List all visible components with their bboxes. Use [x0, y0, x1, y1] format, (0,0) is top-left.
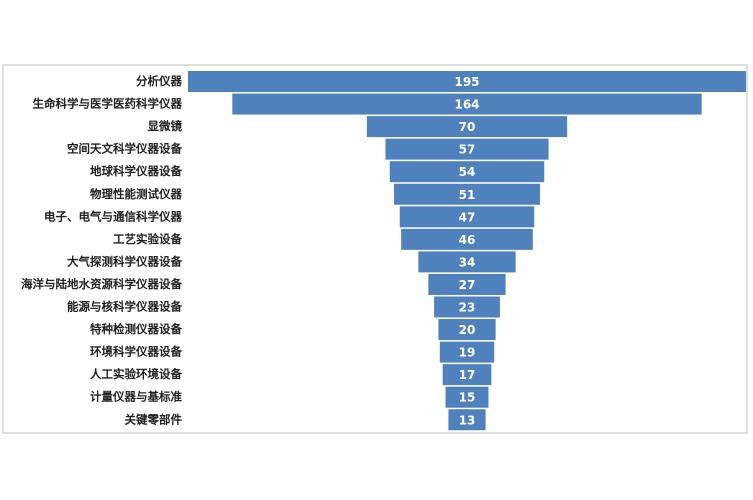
bar	[232, 93, 702, 115]
bar	[428, 273, 506, 295]
value-label: 27	[459, 278, 476, 292]
value-label: 57	[459, 143, 476, 157]
bar	[438, 319, 496, 341]
value-label: 34	[459, 255, 476, 269]
value-label: 19	[459, 346, 476, 360]
bar	[448, 409, 486, 431]
bar	[394, 183, 540, 205]
category-label: 海洋与陆地水资源科学仪器设备	[21, 277, 182, 291]
category-label: 空间天文科学仪器设备	[67, 142, 182, 156]
bar	[418, 251, 516, 273]
category-label: 特种检测仪器设备	[90, 322, 182, 336]
category-label: 地球科学仪器设备	[90, 164, 182, 178]
bar	[442, 364, 492, 386]
category-label: 分析仪器	[136, 74, 182, 88]
bar	[439, 341, 495, 363]
bar	[389, 161, 545, 183]
category-label: 生命科学与医学医药科学仪器	[33, 97, 183, 111]
category-label: 计量仪器与基标准	[90, 390, 182, 404]
category-label: 大气探测科学仪器设备	[67, 254, 182, 268]
value-label: 17	[459, 368, 476, 382]
bar	[399, 206, 535, 228]
category-label: 显微镜	[148, 119, 183, 133]
bar	[188, 71, 746, 92]
value-label: 47	[459, 210, 476, 224]
bar	[434, 296, 500, 318]
value-label: 20	[459, 323, 476, 337]
value-label: 46	[459, 233, 476, 247]
value-label: 70	[459, 120, 476, 134]
category-label: 能源与核科学仪器设备	[67, 300, 182, 314]
category-label: 工艺实验设备	[113, 232, 182, 246]
value-label: 13	[459, 413, 476, 427]
bar	[385, 138, 549, 160]
value-label: 195	[454, 75, 479, 89]
category-label: 人工实验环境设备	[90, 367, 182, 381]
bar	[445, 386, 489, 408]
category-label: 物理性能测试仪器	[90, 187, 182, 201]
category-label: 电子、电气与通信科学仪器	[44, 209, 182, 223]
category-label: 环境科学仪器设备	[90, 345, 182, 359]
value-label: 54	[459, 165, 476, 179]
value-label: 51	[459, 188, 476, 202]
bar	[401, 228, 533, 250]
value-label: 23	[459, 301, 476, 315]
bar	[366, 116, 568, 138]
value-label: 164	[454, 98, 479, 112]
value-label: 15	[459, 391, 476, 405]
category-label: 关键零部件	[125, 412, 183, 426]
